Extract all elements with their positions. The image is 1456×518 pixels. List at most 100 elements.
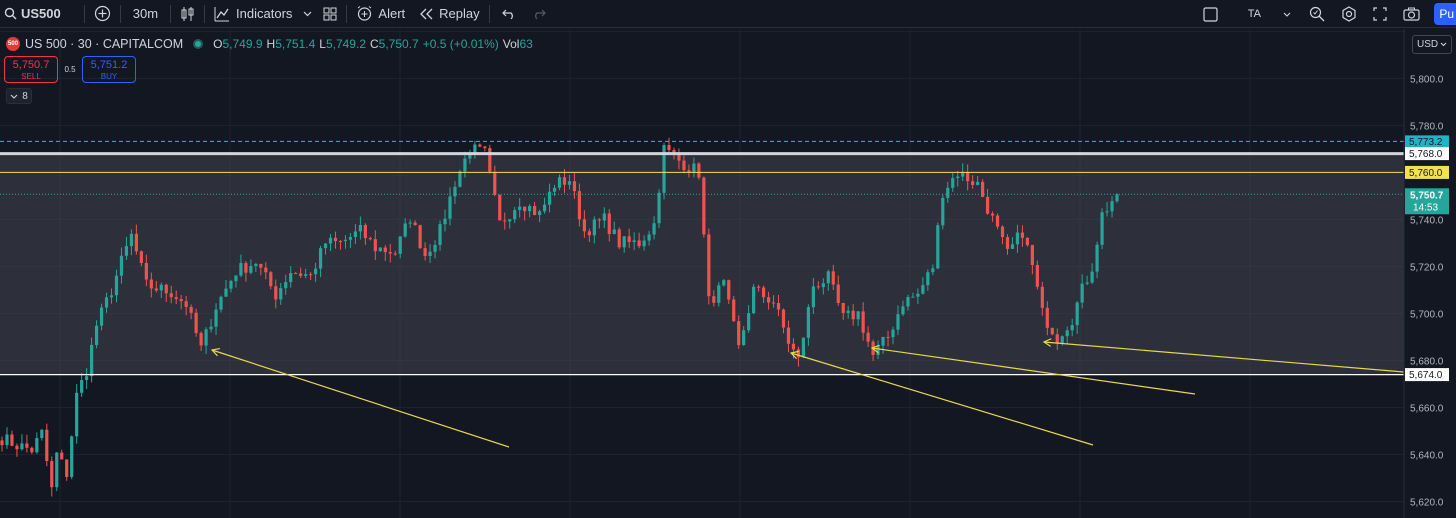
high-value: 5,751.4	[275, 37, 316, 51]
gear-icon	[1342, 6, 1356, 22]
undo-button[interactable]	[492, 0, 526, 28]
candle-body	[985, 196, 990, 214]
alarm-clock-icon	[358, 6, 372, 21]
symbol-search-button[interactable]: US500	[0, 0, 68, 28]
open-value: 5,749.9	[222, 37, 263, 51]
replay-label: Replay	[439, 6, 480, 21]
candle-body	[149, 279, 153, 289]
add-circle-icon	[94, 5, 110, 22]
settings-button[interactable]	[1333, 0, 1365, 28]
toolbar-divider	[204, 4, 206, 23]
candle-body	[423, 248, 427, 257]
compare-button[interactable]	[87, 0, 118, 28]
fullscreen-button[interactable]	[1365, 0, 1395, 28]
fullscreen-mode-button[interactable]	[1185, 0, 1236, 28]
candle-body	[542, 204, 547, 212]
candle-body	[672, 149, 676, 154]
candle-body	[841, 302, 845, 313]
candle-body	[1105, 211, 1109, 213]
candle-body	[577, 191, 582, 220]
candle-body	[428, 251, 432, 257]
candle-body	[523, 206, 527, 212]
price-chart[interactable]: 5,800.0 5,780.0 5,740.0 5,720.0 5,700.0 5,680…	[0, 29, 1456, 518]
price-tick-label: 5,720.0	[1410, 262, 1444, 273]
candle-body	[89, 344, 94, 377]
trend-arrows	[210, 338, 1405, 448]
arrow-line	[790, 352, 1094, 446]
candle-body	[752, 286, 756, 314]
candle-body	[144, 262, 148, 280]
candle-body	[533, 206, 537, 215]
candle-body	[274, 286, 278, 300]
currency-selector[interactable]: USD	[1412, 35, 1452, 54]
candle-body	[990, 213, 995, 216]
candle-body	[722, 280, 726, 286]
candle-body	[1015, 232, 1020, 245]
candle-body	[433, 244, 437, 252]
redo-button[interactable]	[526, 0, 552, 28]
candle-body	[403, 223, 407, 237]
replay-button[interactable]: Replay	[412, 0, 486, 28]
indicators-button[interactable]: Indicators	[207, 0, 299, 28]
indicator-count: 8	[22, 90, 28, 102]
open-key: O	[213, 37, 223, 51]
candle-body	[139, 251, 143, 263]
candle-body	[179, 299, 183, 302]
resistance-label: 5,760.0	[1405, 165, 1449, 179]
candle-body	[856, 311, 860, 320]
candle-body	[289, 273, 293, 283]
indicators-toggle-button[interactable]: 8	[6, 88, 32, 104]
symbol-legend[interactable]: 500 US 500 · 30 · CAPITALCOM O 5,749.9 H…	[6, 37, 537, 51]
arrow-line	[1043, 341, 1405, 373]
candle-body	[692, 163, 696, 173]
chart-type-button[interactable]	[173, 0, 202, 28]
candle-body	[652, 223, 656, 235]
candle-body	[473, 144, 477, 155]
candle-body	[891, 329, 895, 338]
buy-price: 5,751.2	[90, 59, 128, 71]
buy-button[interactable]: 5,751.2 BUY	[82, 56, 136, 83]
quick-search-button[interactable]	[1301, 0, 1333, 28]
indicator-templates-button[interactable]	[299, 0, 316, 28]
symbol-title[interactable]: US 500 · 30 · CAPITALCOM	[25, 37, 184, 51]
sell-price: 5,750.7	[12, 59, 50, 71]
layout-button[interactable]	[316, 0, 344, 28]
alert-button[interactable]: Alert	[349, 0, 412, 28]
candle-body	[557, 177, 562, 188]
grid-layout-icon	[323, 7, 337, 20]
candle-body	[916, 293, 920, 297]
interval-button[interactable]: 30m	[132, 6, 159, 21]
price-tick-label: 5,640.0	[1410, 451, 1444, 462]
candle-body	[637, 240, 641, 247]
candle-body	[493, 171, 497, 195]
candle-body	[771, 302, 776, 304]
market-status-dot[interactable]	[193, 39, 204, 49]
candle-body	[602, 213, 606, 221]
candle-body	[667, 145, 671, 150]
candle-body	[35, 438, 39, 453]
range-zone[interactable]	[0, 153, 1404, 375]
candle-body	[60, 452, 64, 460]
candle-body	[65, 459, 69, 477]
candle-body	[896, 314, 900, 330]
candle-body	[10, 434, 14, 446]
snapshot-button[interactable]	[1395, 0, 1428, 28]
candle-body	[806, 307, 810, 338]
candle-body	[528, 206, 532, 212]
candle-body	[851, 310, 855, 320]
ta-dropdown-button[interactable]	[1273, 0, 1301, 28]
technical-analysis-button[interactable]: TA	[1236, 0, 1273, 28]
volume-value: 63	[519, 37, 533, 51]
svg-text:5,750.7: 5,750.7	[1410, 190, 1444, 201]
price-axis-bg[interactable]	[1404, 29, 1456, 518]
chart-pane[interactable]: 5,800.0 5,780.0 5,740.0 5,720.0 5,700.0 5,680…	[0, 29, 1456, 518]
publish-button[interactable]: Pu	[1434, 3, 1456, 25]
candle-body	[1055, 334, 1059, 343]
candle-body	[976, 181, 980, 185]
chevron-down-icon	[1283, 12, 1291, 17]
sell-button[interactable]: 5,750.7 SELL	[4, 56, 58, 83]
candle-body	[398, 236, 402, 254]
candle-body	[981, 181, 985, 197]
candle-body	[1060, 336, 1064, 343]
candle-body	[776, 303, 781, 310]
